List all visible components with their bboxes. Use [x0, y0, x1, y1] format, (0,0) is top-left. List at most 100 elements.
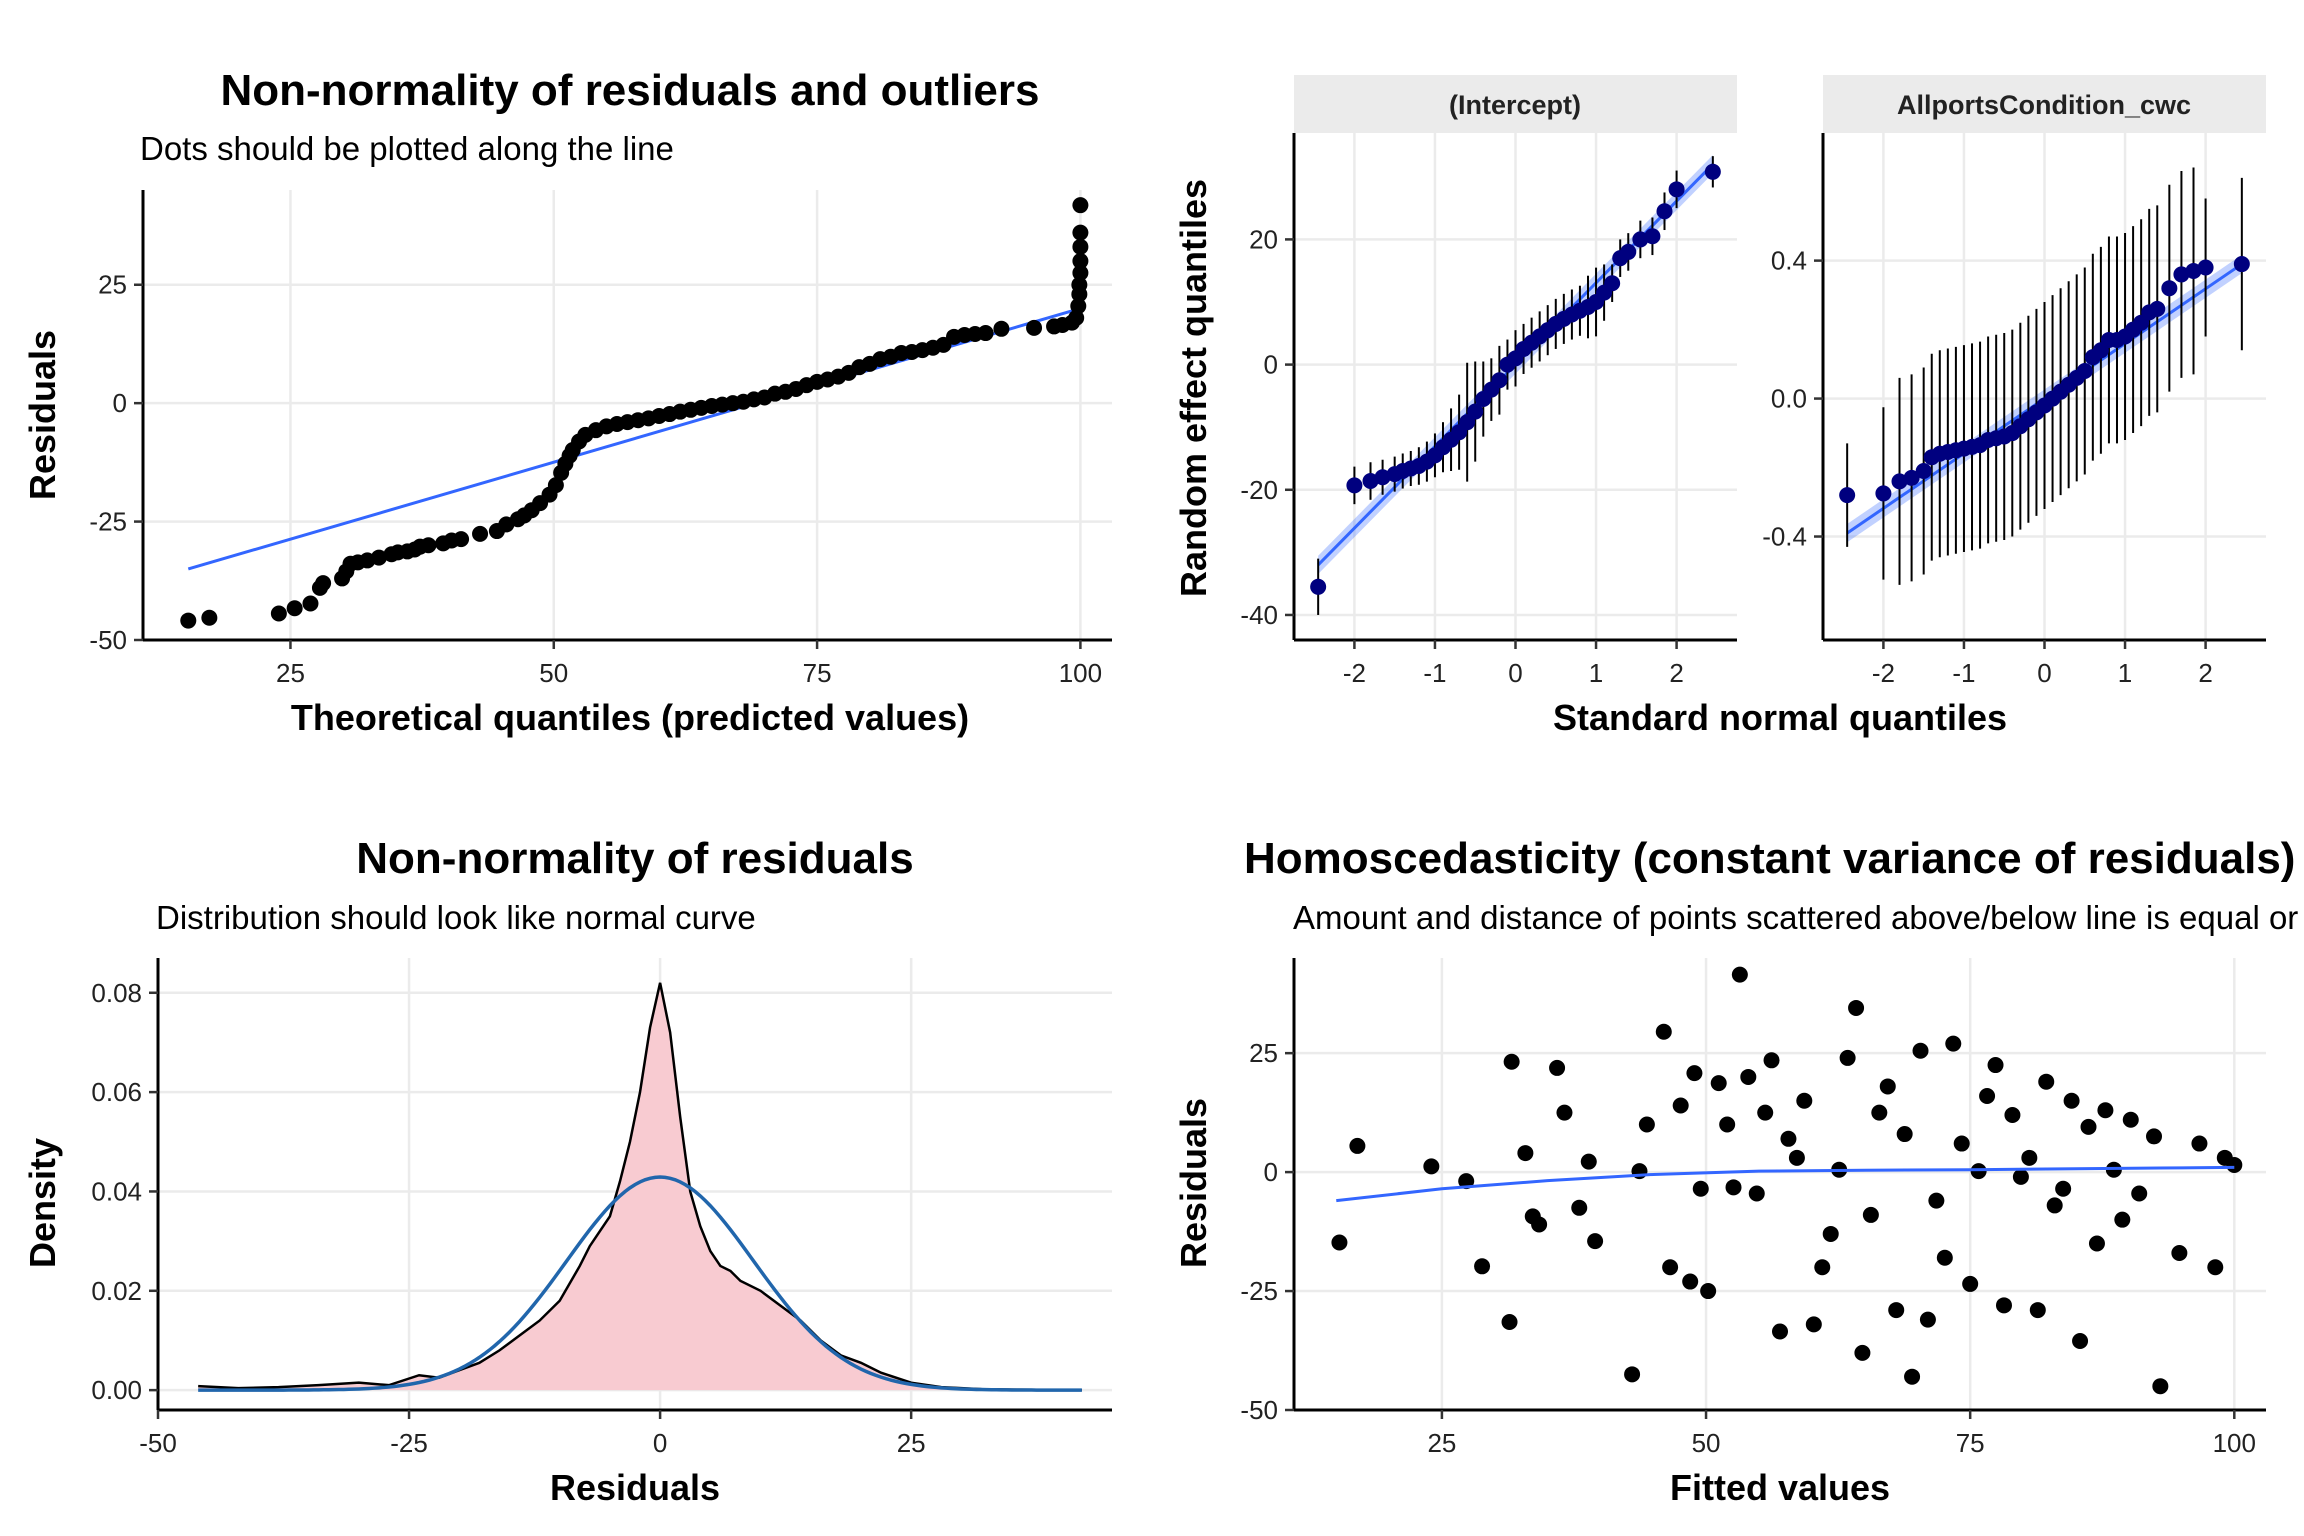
homo-point — [1987, 1057, 2004, 1074]
homo-y-tick-label: -50 — [1240, 1395, 1278, 1425]
qq-point — [993, 320, 1010, 337]
re-intercept-x-tick-label: -1 — [1423, 658, 1446, 688]
homo-point — [2021, 1149, 2038, 1166]
density-x-tick-label: -50 — [139, 1428, 177, 1458]
qq-point — [201, 609, 218, 626]
homo-point — [1936, 1249, 1953, 1266]
re-intercept-x-tick-label: -2 — [1343, 658, 1366, 688]
re-intercept-y-tick-label: 0 — [1264, 350, 1278, 380]
homo-point — [1822, 1225, 1839, 1242]
re-allports-point — [2161, 280, 2178, 297]
re-allports-y-tick-label: 0.4 — [1771, 246, 1807, 276]
density-title: Non-normality of residuals — [356, 834, 913, 883]
qq-point — [1072, 264, 1089, 281]
re-allports-y-tick-label: -0.4 — [1762, 522, 1807, 552]
homo-point — [1719, 1116, 1736, 1133]
qq-point — [286, 600, 303, 617]
homo-point — [1710, 1075, 1727, 1092]
homo-point — [1979, 1087, 1996, 1104]
density-kde-area — [198, 982, 1082, 1391]
homo-point — [1848, 999, 1865, 1016]
qq-point — [1072, 224, 1089, 241]
allports-strip-label: AllportsCondition_cwc — [1897, 90, 2191, 120]
homo-point — [2131, 1185, 2148, 1202]
re-allports-x-tick-label: 2 — [2198, 658, 2212, 688]
homo-point — [2046, 1197, 2063, 1214]
qq-x-tick-label: 75 — [803, 658, 832, 688]
homo-point — [1763, 1052, 1780, 1069]
homo-point — [1748, 1185, 1765, 1202]
homo-y-tick-label: 25 — [1249, 1038, 1278, 1068]
homo-point — [1331, 1234, 1348, 1251]
re-intercept-x-tick-label: 0 — [1508, 658, 1522, 688]
homo-point — [1531, 1216, 1548, 1233]
homo-point — [1349, 1137, 1366, 1154]
homo-x-tick-label: 75 — [1956, 1428, 1985, 1458]
homo-point — [1682, 1273, 1699, 1290]
density-y-tick-label: 0.04 — [91, 1176, 142, 1206]
homo-x-tick-label: 25 — [1427, 1428, 1456, 1458]
homo-point — [1772, 1323, 1788, 1340]
homo-point — [2122, 1111, 2139, 1128]
qq-y-tick-label: -50 — [89, 625, 127, 655]
density-y-tick-label: 0.00 — [91, 1375, 142, 1405]
qq-point — [302, 595, 319, 612]
qq-point — [1072, 197, 1089, 214]
re-intercept-point — [1374, 469, 1391, 486]
re-allports-x-tick-label: 0 — [2037, 658, 2051, 688]
re-allports-y-tick-label: 0.0 — [1771, 384, 1807, 414]
re-allports-point — [2173, 266, 2190, 283]
homo-point — [1896, 1126, 1913, 1143]
homo-point — [1839, 1049, 1856, 1066]
homo-point — [2097, 1102, 2114, 1119]
re-intercept-point — [1362, 473, 1379, 490]
qq-point — [547, 477, 564, 494]
homo-point — [2063, 1092, 2080, 1109]
homo-point — [1945, 1035, 1962, 1052]
homo-point — [1788, 1149, 1805, 1166]
qq-point — [270, 605, 287, 622]
homo-point — [1686, 1065, 1703, 1082]
homo-point — [1655, 1023, 1672, 1040]
homo-point — [2207, 1259, 2224, 1276]
homo-point — [2055, 1180, 2072, 1197]
re-allports-x-tick-label: 1 — [2118, 658, 2132, 688]
qq-y-tick-label: -25 — [89, 507, 127, 537]
density-subtitle: Distribution should look like normal cur… — [156, 899, 756, 936]
qq-point — [420, 537, 437, 554]
re-intercept-y-tick-label: -20 — [1240, 475, 1278, 505]
homo-point — [1928, 1192, 1945, 1209]
re-allports-x-tick-label: -1 — [1952, 658, 1975, 688]
homo-x-tick-label: 100 — [2213, 1428, 2256, 1458]
homo-point — [1731, 966, 1748, 983]
re-intercept-x-tick-label: 2 — [1669, 658, 1683, 688]
qq-y-axis-title: Residuals — [22, 330, 63, 500]
homo-point — [1571, 1199, 1588, 1216]
re-intercept-point — [1604, 275, 1621, 292]
homo-point — [2029, 1302, 2046, 1319]
re-intercept-point — [1668, 181, 1685, 198]
homo-x-tick-label: 50 — [1692, 1428, 1721, 1458]
re-allports-point — [1915, 463, 1932, 479]
homo-point — [1912, 1042, 1929, 1059]
qq-y-tick-label: 0 — [113, 388, 127, 418]
homo-point — [1587, 1233, 1604, 1250]
homoscedasticity-x-axis-title: Fitted values — [1670, 1467, 1890, 1508]
re-intercept-point — [1620, 243, 1637, 260]
qq-x-tick-label: 100 — [1059, 658, 1102, 688]
qq-plot-title: Non-normality of residuals and outliers — [220, 66, 1039, 115]
density-y-axis-title: Density — [22, 1138, 63, 1268]
qq-point — [370, 549, 387, 566]
re-intercept-point — [1467, 403, 1484, 420]
homo-point — [1638, 1116, 1655, 1133]
re-intercept-point — [1310, 578, 1327, 595]
homo-point — [1423, 1158, 1440, 1175]
qq-point — [1072, 238, 1089, 255]
homo-point — [2004, 1107, 2021, 1124]
homo-point — [1624, 1366, 1641, 1383]
qq-x-tick-label: 50 — [539, 658, 568, 688]
homo-point — [1862, 1206, 1879, 1223]
re-intercept-point — [1644, 228, 1661, 245]
homo-point — [2171, 1244, 2188, 1261]
